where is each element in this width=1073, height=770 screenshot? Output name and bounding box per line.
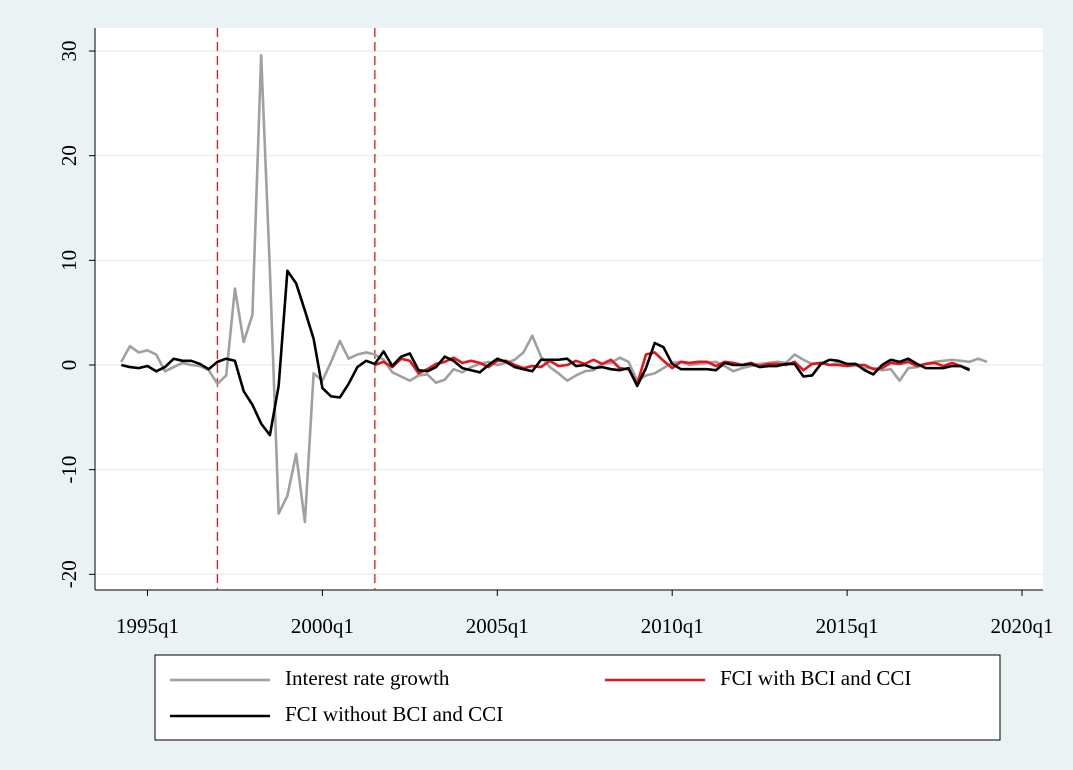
y-tick-label: 10 xyxy=(57,250,81,271)
x-tick-label: 2020q1 xyxy=(991,614,1054,638)
series-line xyxy=(120,269,971,437)
y-tick-label: -10 xyxy=(57,456,81,484)
x-tick-label: 2000q1 xyxy=(291,614,354,638)
y-tick-label: 30 xyxy=(57,41,81,62)
x-tick-label: 2015q1 xyxy=(816,614,879,638)
legend-label: FCI without BCI and CCI xyxy=(285,702,503,726)
legend-box xyxy=(154,654,1001,741)
y-tick-label: -20 xyxy=(57,560,81,588)
y-tick-label: 20 xyxy=(57,145,81,166)
x-tick-label: 2010q1 xyxy=(641,614,704,638)
legend-label: Interest rate growth xyxy=(285,666,450,690)
series-line xyxy=(374,351,970,386)
x-tick-label: 2005q1 xyxy=(466,614,529,638)
legend-label: FCI with BCI and CCI xyxy=(720,666,911,690)
x-tick-label: 1995q1 xyxy=(116,614,179,638)
y-tick-label: 0 xyxy=(57,360,81,371)
